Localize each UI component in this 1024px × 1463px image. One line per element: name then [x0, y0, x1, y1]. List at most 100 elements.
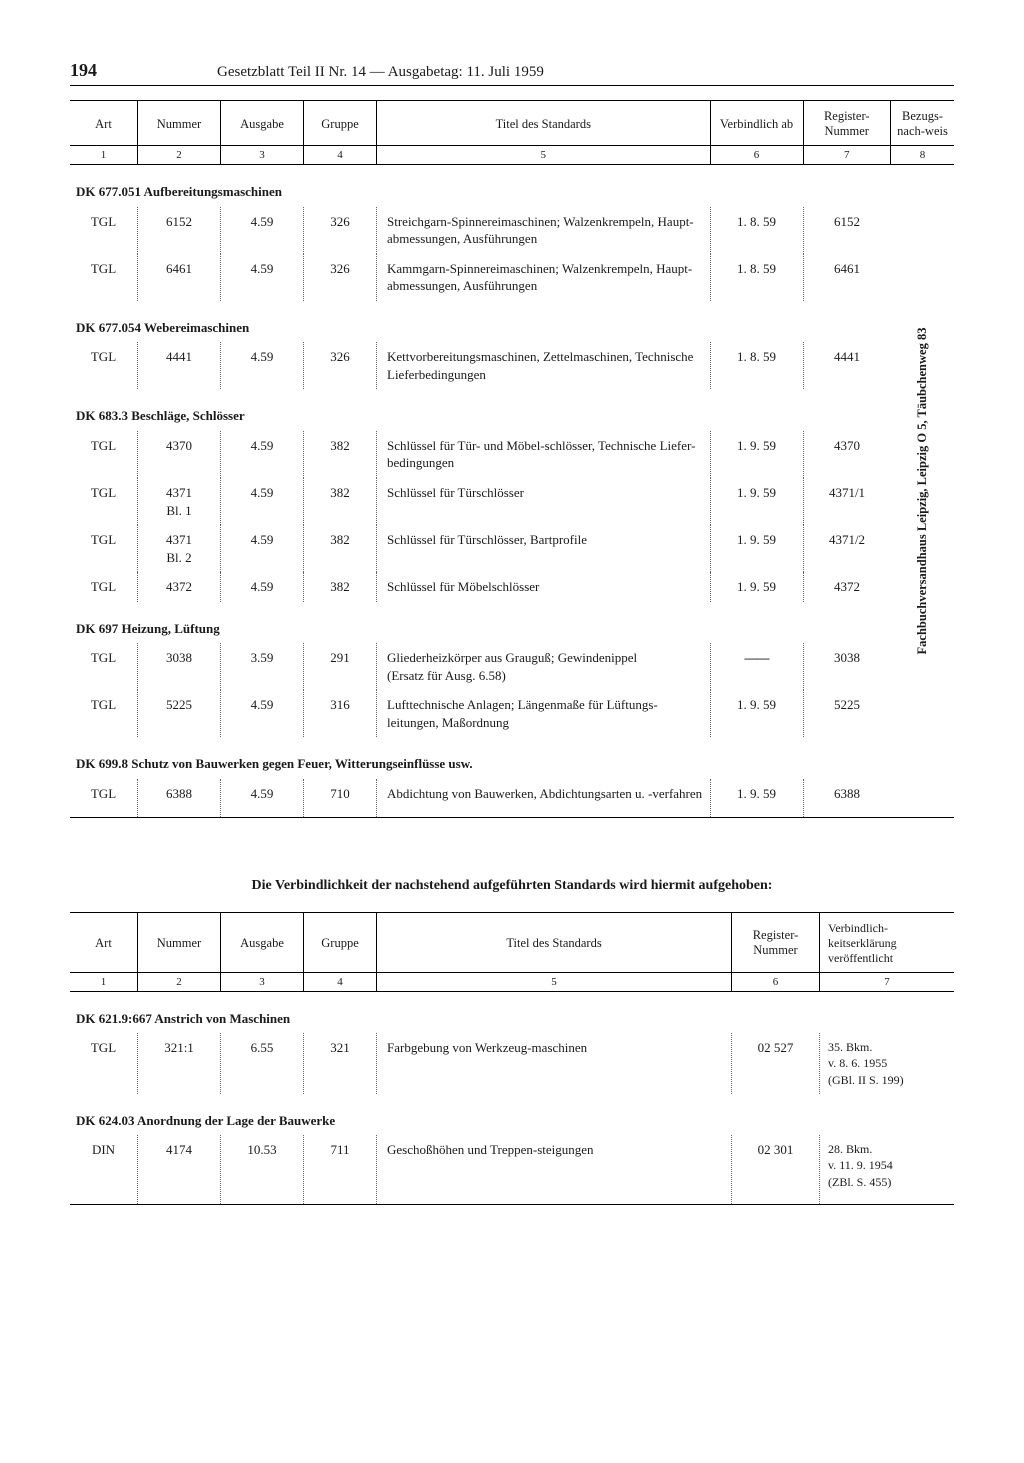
cn5: 5	[377, 972, 732, 991]
cell-art: TGL	[70, 1033, 138, 1094]
cell-ausg: 4.59	[221, 525, 304, 572]
cell-ausg: 6.55	[221, 1033, 304, 1094]
cell-art: TGL	[70, 572, 138, 602]
cell-reg: 3038	[803, 643, 891, 690]
section-row: DK 677.051 AufbereitungsmaschinenFachbuc…	[70, 165, 954, 207]
cn1: 1	[70, 972, 138, 991]
th-grp: Gruppe	[304, 101, 377, 146]
colnum-row: 1 2 3 4 5 6 7 8	[70, 146, 954, 165]
cell-num: 6461	[138, 254, 221, 301]
cell-num: 3038	[138, 643, 221, 690]
cell-grp: 382	[304, 525, 377, 572]
cell-num: 4371 Bl. 2	[138, 525, 221, 572]
cn2: 2	[138, 972, 221, 991]
cell-grp: 326	[304, 342, 377, 389]
th-bzw: Bezugs-nach-weis	[891, 101, 955, 146]
cn2: 2	[138, 146, 221, 165]
cell-ausg: 4.59	[221, 572, 304, 602]
cell-titel: Schlüssel für Möbelschlösser	[377, 572, 711, 602]
cell-titel: Streichgarn-Spinnereimaschinen; Walzenkr…	[377, 207, 711, 254]
section-row: DK 699.8 Schutz von Bauwerken gegen Feue…	[70, 737, 954, 779]
cell-verb: 1. 9. 59	[710, 690, 803, 737]
cell-reg: 6152	[803, 207, 891, 254]
section-label: DK 699.8 Schutz von Bauwerken gegen Feue…	[70, 737, 891, 779]
cell-grp: 291	[304, 643, 377, 690]
cell-art: TGL	[70, 525, 138, 572]
cell-num: 4372	[138, 572, 221, 602]
cell-num: 4370	[138, 431, 221, 478]
section-row: DK 621.9:667 Anstrich von Maschinen	[70, 991, 954, 1033]
th-grp: Gruppe	[304, 912, 377, 972]
th-ausg: Ausgabe	[221, 912, 304, 972]
reference-source-cell: Fachbuchversandhaus Leipzig, Leipzig O 5…	[891, 165, 955, 818]
cell-verb: ——	[710, 643, 803, 690]
page-title: Gesetzblatt Teil II Nr. 14 — Ausgabetag:…	[217, 64, 544, 81]
cell-reg: 4372	[803, 572, 891, 602]
section-label: DK 683.3 Beschläge, Schlösser	[70, 389, 891, 431]
cell-art: TGL	[70, 207, 138, 254]
cn5: 5	[377, 146, 711, 165]
cell-ausg: 10.53	[221, 1135, 304, 1204]
cell-reg: 6461	[803, 254, 891, 301]
th-num: Nummer	[138, 912, 221, 972]
cell-titel: Schlüssel für Türschlösser	[377, 478, 711, 525]
cell-art: TGL	[70, 431, 138, 478]
cell-art: DIN	[70, 1135, 138, 1204]
cell-reg: 4371/2	[803, 525, 891, 572]
section-row: DK 624.03 Anordnung der Lage der Bauwerk…	[70, 1094, 954, 1136]
cell-verb: 1. 9. 59	[710, 525, 803, 572]
table-row: TGL4371 Bl. 14.59382Schlüssel für Türsch…	[70, 478, 954, 525]
cell-titel: Farbgebung von Werkzeug-maschinen	[377, 1033, 732, 1094]
th-art: Art	[70, 912, 138, 972]
header-row: Art Nummer Ausgabe Gruppe Titel des Stan…	[70, 912, 954, 972]
cell-ausg: 4.59	[221, 478, 304, 525]
th-pub: Verbindlich-keitserklärung veröffentlich…	[820, 912, 955, 972]
cell-num: 4441	[138, 342, 221, 389]
th-art: Art	[70, 101, 138, 146]
cell-grp: 326	[304, 254, 377, 301]
cell-titel: Kettvorbereitungsmaschinen, Zettelmaschi…	[377, 342, 711, 389]
cell-art: TGL	[70, 342, 138, 389]
cell-ausg: 4.59	[221, 207, 304, 254]
cell-verb: 1. 8. 59	[710, 254, 803, 301]
cell-art: TGL	[70, 779, 138, 817]
cell-reg: 4371/1	[803, 478, 891, 525]
cell-grp: 382	[304, 431, 377, 478]
cell-grp: 326	[304, 207, 377, 254]
cell-verb: 1. 8. 59	[710, 207, 803, 254]
cell-ausg: 4.59	[221, 690, 304, 737]
cell-titel: Kammgarn-Spinnereimaschinen; Walzenkremp…	[377, 254, 711, 301]
cell-verb: 1. 9. 59	[710, 779, 803, 817]
section-label: DK 697 Heizung, Lüftung	[70, 602, 891, 644]
page-number: 194	[70, 60, 97, 81]
cell-ausg: 4.59	[221, 342, 304, 389]
th-ausg: Ausgabe	[221, 101, 304, 146]
cell-titel: Lufttechnische Anlagen; Längenmaße für L…	[377, 690, 711, 737]
cell-num: 6388	[138, 779, 221, 817]
cell-reg: 4370	[803, 431, 891, 478]
table-row: TGL43704.59382Schlüssel für Tür- und Möb…	[70, 431, 954, 478]
section-row: DK 697 Heizung, Lüftung	[70, 602, 954, 644]
th-verb: Verbindlich ab	[710, 101, 803, 146]
cell-grp: 321	[304, 1033, 377, 1094]
cell-pub: 35. Bkm. v. 8. 6. 1955 (GBl. II S. 199)	[820, 1033, 955, 1094]
cell-num: 4371 Bl. 1	[138, 478, 221, 525]
cell-art: TGL	[70, 254, 138, 301]
cn3: 3	[221, 146, 304, 165]
th-num: Nummer	[138, 101, 221, 146]
th-titel: Titel des Standards	[377, 101, 711, 146]
th-reg: Register-Nummer	[732, 912, 820, 972]
cell-grp: 382	[304, 478, 377, 525]
cn7: 7	[820, 972, 955, 991]
table-row: TGL44414.59326Kettvorbereitungsmaschinen…	[70, 342, 954, 389]
cell-titel: Schlüssel für Türschlösser, Bartprofile	[377, 525, 711, 572]
table-row: TGL 6152 4.59326Streichgarn-Spinnereimasch…	[70, 207, 954, 254]
cell-ausg: 4.59	[221, 254, 304, 301]
table-row: TGL321:16.55321Farbgebung von Werkzeug-m…	[70, 1033, 954, 1094]
table-row: TGL64614.59326Kammgarn-Spinnereimaschine…	[70, 254, 954, 301]
mid-caption: Die Verbindlichkeit der nachstehend aufg…	[70, 878, 954, 894]
cell-pub: 28. Bkm. v. 11. 9. 1954 (ZBl. S. 455)	[820, 1135, 955, 1204]
colnum-row: 1 2 3 4 5 6 7	[70, 972, 954, 991]
section-label: DK 624.03 Anordnung der Lage der Bauwerk…	[70, 1094, 954, 1136]
th-reg: Register-Nummer	[803, 101, 891, 146]
